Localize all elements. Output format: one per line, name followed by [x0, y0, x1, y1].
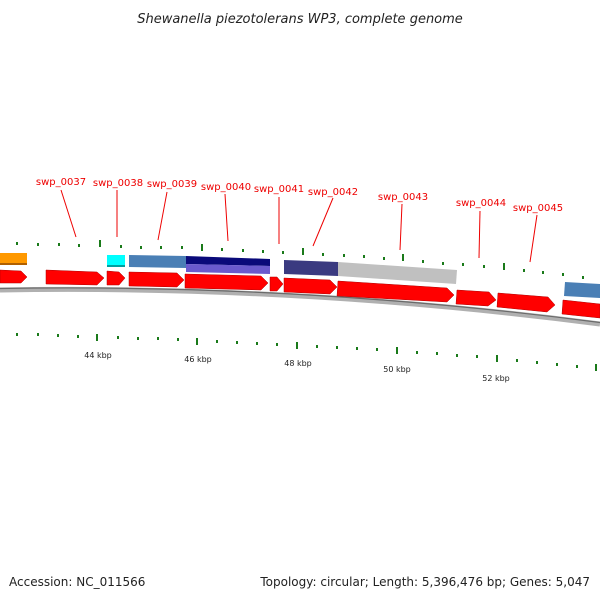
gene-arrow[interactable] [269, 276, 284, 292]
gene-arrow[interactable] [0, 269, 28, 284]
genome-summary-text: Topology: circular; Length: 5,396,476 bp… [259, 575, 590, 589]
gene-arrow[interactable] [283, 277, 338, 295]
feature-cyan[interactable] [107, 255, 125, 266]
feature-orange[interactable] [0, 253, 27, 264]
gene-label-swp_0037[interactable]: swp_0037 [36, 177, 86, 188]
gene-label-swp_0038[interactable]: swp_0038 [93, 178, 143, 189]
gene-arrow[interactable] [455, 289, 497, 307]
feature-slateblue[interactable] [186, 264, 270, 274]
gene-label-swp_0041[interactable]: swp_0041 [254, 184, 304, 195]
scale-label-48kbp: 48 kbp [284, 359, 312, 368]
feature-steelblue-right[interactable] [564, 282, 600, 298]
scale-label-44kbp: 44 kbp [84, 351, 112, 360]
feature-silver[interactable] [338, 262, 457, 284]
gene-label-swp_0044[interactable]: swp_0044 [456, 198, 506, 209]
gene-arrow[interactable] [128, 271, 185, 288]
gene-label-swp_0040[interactable]: swp_0040 [201, 182, 251, 193]
gene-label-swp_0042[interactable]: swp_0042 [308, 187, 358, 198]
gene-leader-lines [60, 189, 538, 263]
scale-label-46kbp: 46 kbp [184, 355, 212, 364]
gene-labels: swp_0037 swp_0038 swp_0039 swp_0040 swp_… [36, 177, 563, 214]
accession-text: Accession: NC_011566 [9, 575, 145, 589]
scale-label-52kbp: 52 kbp [482, 374, 510, 383]
genome-backbone [0, 286, 600, 327]
scale-tick-track [16, 333, 597, 371]
gene-arrow[interactable] [45, 269, 105, 286]
gene-track [0, 269, 600, 319]
gene-arrow[interactable] [184, 273, 269, 291]
feature-steelblue[interactable] [129, 255, 186, 268]
gene-arrow[interactable] [496, 292, 556, 313]
feature-navy[interactable] [186, 256, 270, 266]
feature-darkslate[interactable] [284, 260, 338, 276]
outer-tick-track [16, 240, 584, 279]
gene-arrow[interactable] [106, 270, 126, 286]
gene-label-swp_0043[interactable]: swp_0043 [378, 192, 428, 203]
scale-labels: 44 kbp 46 kbp 48 kbp 50 kbp 52 kbp [84, 351, 510, 383]
genome-title: Shewanella piezotolerans WP3, complete g… [137, 12, 463, 27]
gene-label-swp_0039[interactable]: swp_0039 [147, 179, 197, 190]
gene-arrow[interactable] [336, 280, 455, 303]
gene-arrow[interactable] [561, 299, 600, 319]
gene-label-swp_0045[interactable]: swp_0045 [513, 203, 563, 214]
scale-label-50kbp: 50 kbp [383, 365, 411, 374]
feature-track [0, 253, 600, 298]
